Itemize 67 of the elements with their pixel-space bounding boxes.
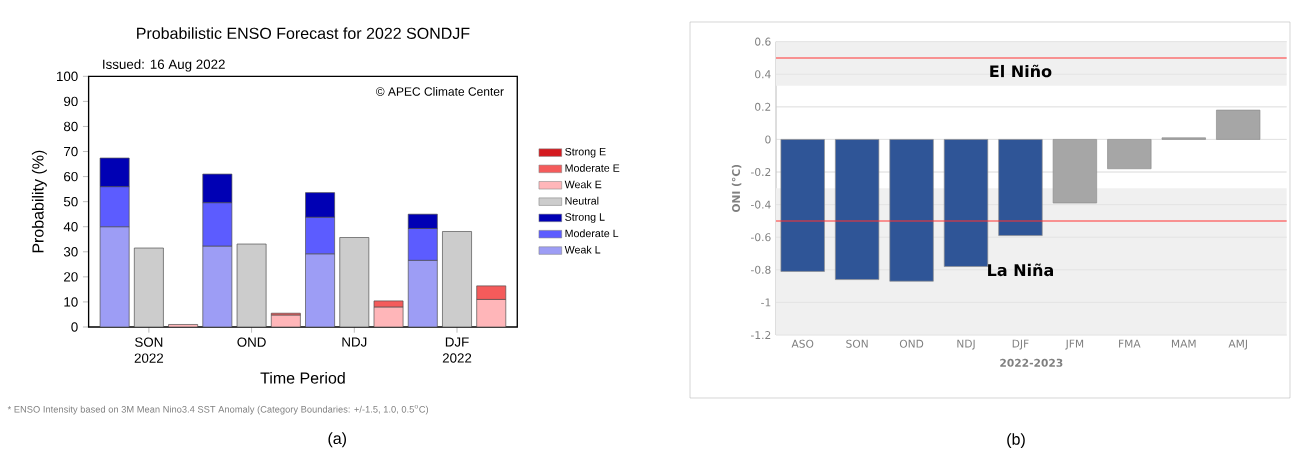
x-tick-label: OND <box>899 339 924 348</box>
x-tick-label: OND <box>237 337 266 347</box>
y-tick-label: 60 <box>64 171 78 182</box>
y-tick-label: 100 <box>56 71 78 82</box>
legend-label: Weak L <box>564 245 601 254</box>
x-tick-label: DJF <box>1012 339 1029 350</box>
y-tick-label: -0.2 <box>751 167 771 177</box>
y-tick-label: 30 <box>63 247 78 257</box>
bar <box>1216 109 1261 140</box>
bar <box>442 231 472 328</box>
y-tick-label: 0.6 <box>755 37 771 46</box>
y-tick-label: -1.2 <box>751 331 771 339</box>
y-tick-label: 70 <box>64 146 78 157</box>
x-axis-title: 2022-2023 <box>1000 358 1063 367</box>
y-tick-label: 0.2 <box>755 102 771 111</box>
legend-label: Strong L <box>565 213 605 223</box>
bar <box>780 139 825 272</box>
x-tick-label: FMA <box>1119 339 1141 348</box>
bar <box>889 139 934 282</box>
y-tick-label: 0.4 <box>755 70 771 79</box>
annotation: El Niño <box>990 64 1052 78</box>
legend-label: Neutral <box>565 196 599 205</box>
bar <box>339 237 370 328</box>
x-tick-label: NDJ <box>957 339 975 350</box>
annotation: © APEC Climate Center <box>375 86 504 96</box>
x-tick-label: AMJ <box>1228 339 1247 350</box>
text: * ENSO Intensity based on 3M Mean Nino3.4 SST Anomaly (Category Boundaries: +/-1.5, 1.0, 0.5$^{o}$C) <box>7 404 429 415</box>
legend-label: Moderate L <box>565 229 619 238</box>
bar <box>998 139 1043 236</box>
y-tick-label: -1 <box>761 298 771 307</box>
chart-title: Probabilistic ENSO Forecast for 2022 SONDJF <box>137 27 470 40</box>
y-tick-label: -0.4 <box>751 200 771 209</box>
bar <box>236 243 267 328</box>
x-axis-title: Time Period <box>260 371 345 384</box>
bar <box>1052 139 1097 204</box>
chart-subtitle: Issued: 16 Aug 2022 <box>103 59 225 72</box>
y-tick-label: 50 <box>63 196 78 207</box>
legend-label: Strong E <box>565 147 606 158</box>
x-tick-label: NDJ <box>342 337 367 347</box>
y-tick-label: 80 <box>63 121 78 132</box>
x-tick-label: SON 2022 <box>134 337 164 363</box>
y-tick-label: 0 <box>765 135 771 144</box>
x-tick-label: MAM <box>1171 339 1196 348</box>
y-tick-label: 40 <box>63 222 78 232</box>
bar <box>270 314 301 328</box>
y-axis-title: ONI (°C) <box>731 164 742 213</box>
x-tick-label: JFM <box>1065 339 1084 350</box>
legend-label: Weak E <box>564 180 602 189</box>
bar <box>1107 139 1152 170</box>
text: (b) <box>1007 433 1025 449</box>
legend-label: Moderate E <box>565 163 620 172</box>
x-tick-label: SON <box>846 339 868 348</box>
bar <box>133 247 164 328</box>
y-tick-label: -0.6 <box>751 233 771 242</box>
x-tick-label: ASO <box>791 339 814 348</box>
y-axis-title: Probability (%) <box>31 150 47 253</box>
y-tick-label: 0 <box>71 322 78 332</box>
y-tick-label: 20 <box>64 272 78 282</box>
y-tick-label: 10 <box>64 297 78 307</box>
y-tick-label: 90 <box>64 96 78 107</box>
bar <box>835 139 880 280</box>
annotation: La Niña <box>988 263 1053 277</box>
text: (a) <box>328 432 347 448</box>
y-tick-label: -0.8 <box>751 265 771 274</box>
x-tick-label: DJF 2022 <box>442 337 472 363</box>
bar <box>168 324 198 328</box>
bar <box>943 139 989 267</box>
